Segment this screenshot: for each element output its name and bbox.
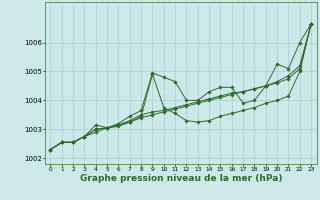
X-axis label: Graphe pression niveau de la mer (hPa): Graphe pression niveau de la mer (hPa) bbox=[80, 174, 282, 183]
